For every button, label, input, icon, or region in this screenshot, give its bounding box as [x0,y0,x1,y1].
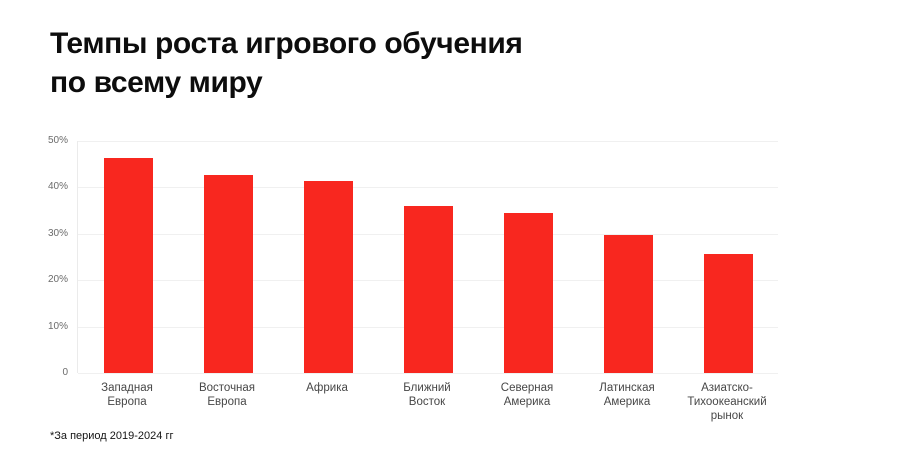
chart-title-line2: по всему миру [50,66,263,99]
bar-5 [503,212,553,373]
y-tick-label-0: 0 [62,367,68,378]
x-tick-label-line: Северная [500,382,554,394]
x-tick-label-line: Ближний [403,382,451,394]
bar-2 [203,174,253,373]
x-labels-row: Западная Европа Восточная Европа Африка Ближн… [77,381,777,423]
x-tick-label-4: Ближний Восток [377,381,477,423]
bar-column-7 [678,141,778,373]
x-tick-label-1: Западная Европа [77,381,177,423]
gridline-50 [78,141,778,142]
gridline-40 [78,187,778,188]
x-tick-label-line: рынок [710,410,744,422]
y-axis: 0 10% 20% 30% 40% 50% [28,135,68,378]
bar-column-3 [278,141,378,373]
bar-column-5 [478,141,578,373]
x-tick-label-line: Америка [503,396,551,408]
x-tick-label-line: Тихоокеанский [687,396,767,408]
bars-row [78,141,778,373]
x-tick-label-line: Африка [306,382,348,394]
bar-1 [103,158,153,373]
x-tick-label-2: Восточная Европа [177,381,277,423]
bar-column-1 [78,141,178,373]
y-tick-label-40: 40% [47,181,68,192]
bar-4 [403,206,453,373]
x-tick-label-6: Латинская Америка [577,381,677,423]
bar-3 [303,180,353,373]
footnote: *За период 2019-2024 гг [50,430,174,442]
x-tick-label-7: Азиатско- Тихоокеанский рынок [677,381,777,423]
chart-title: Темпы роста игрового обучения по всему м… [50,24,523,102]
chart-title-line1: Темпы роста игрового обучения [50,27,523,60]
y-tick-label-20: 20% [47,274,68,285]
x-tick-label-line: Европа [207,396,247,408]
bar-column-2 [178,141,278,373]
x-tick-label-line: Восточная [198,382,256,394]
gridline-0 [78,373,778,374]
y-tick-label-50: 50% [47,135,68,146]
x-tick-label-line: Азиатско- [701,382,753,394]
x-tick-label-line: Европа [107,396,147,408]
y-tick-label-10: 10% [47,321,68,332]
x-tick-label-line: Латинская [599,382,655,394]
x-tick-label-line: Западная [101,382,153,394]
bar-column-6 [578,141,678,373]
x-tick-label-5: Северная Америка [477,381,577,423]
bar-7 [703,253,753,373]
plot-area [77,141,778,374]
bar-column-4 [378,141,478,373]
y-tick-label-30: 30% [47,228,68,239]
bar-6 [603,235,653,373]
x-tick-label-3: Африка [277,381,377,423]
x-tick-label-line: Америка [603,396,651,408]
x-tick-label-line: Восток [408,396,446,408]
